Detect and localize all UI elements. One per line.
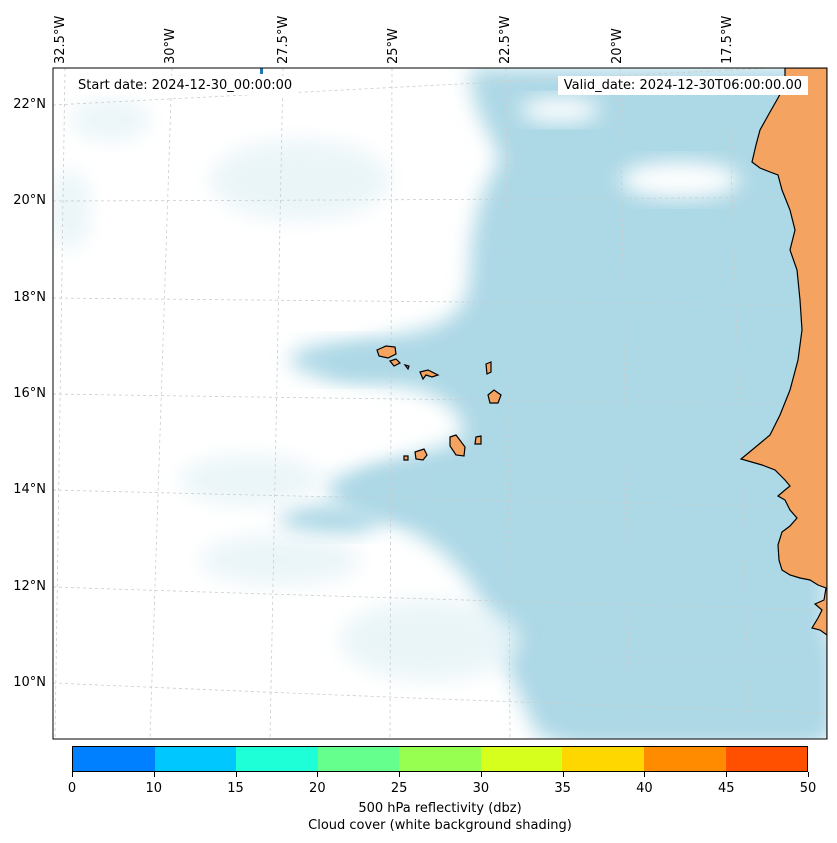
cloud-cover-shading — [280, 68, 827, 739]
colorbar-tick — [480, 772, 482, 777]
colorbar-tick — [317, 772, 319, 777]
colorbar-tick — [72, 772, 73, 777]
lat-label-18n: 18°N — [13, 290, 46, 305]
colorbar-label: 500 hPa reflectivity (dbz) — [358, 801, 522, 816]
colorbar-tick-label: 35 — [554, 781, 571, 796]
lon-label-30w: 30°W — [163, 28, 178, 64]
colorbar-tick — [399, 772, 401, 777]
colorbar-tick-label: 20 — [309, 781, 326, 796]
colorbar-segment-1 — [154, 747, 237, 771]
colorbar-segment-3 — [317, 747, 400, 771]
colorbar-segment-7 — [643, 747, 726, 771]
map-frame — [52, 67, 828, 740]
lat-label-12n: 12°N — [13, 579, 46, 594]
colorbar-tick — [562, 772, 564, 777]
island-maio — [474, 435, 482, 445]
island-boa-vista — [487, 389, 502, 404]
island-santiago — [449, 434, 466, 457]
colorbar-tick — [153, 772, 155, 777]
cape-verde-islands — [376, 345, 502, 461]
valid-date-label: Valid_date: 2024-12-30T06:00:00.00 — [557, 76, 808, 95]
colorbar-tick — [808, 772, 809, 777]
colorbar-tick-label: 30 — [472, 781, 490, 796]
colorbar-tick-label: 15 — [227, 781, 244, 796]
island-sao-vicente — [388, 358, 402, 367]
colorbar-segment-5 — [480, 747, 563, 771]
start-date-label: Start date: 2024-12-30_00:00:00 — [72, 76, 299, 95]
colorbar-tick-label: 25 — [390, 781, 408, 796]
africa-mainland — [739, 68, 827, 739]
lat-label-10n: 10°N — [13, 675, 46, 690]
lat-label-16n: 16°N — [13, 386, 46, 401]
colorbar-segment-0 — [73, 747, 155, 771]
island-brava — [403, 455, 409, 461]
colorbar-segment-8 — [725, 747, 808, 771]
light-cloud-shading — [53, 100, 520, 680]
colorbar-segment-2 — [236, 747, 318, 771]
island-sal — [485, 361, 492, 375]
lon-label-27-5w: 27.5°W — [276, 15, 291, 64]
colorbar-tick-label: 0 — [67, 781, 77, 796]
island-fogo — [414, 448, 428, 461]
colorbar-tick-label: 40 — [636, 781, 653, 796]
gridlines — [53, 68, 827, 739]
reflectivity-colorbar — [72, 746, 808, 772]
colorbar-tick-label: 50 — [799, 781, 817, 796]
lon-label-32-5w: 32.5°W — [53, 15, 68, 64]
island-santa-luzia — [403, 364, 410, 371]
colorbar-tick — [235, 772, 237, 777]
colorbar-tick — [726, 772, 728, 777]
lat-label-22n: 22°N — [13, 97, 46, 112]
colorbar-sublabel: Cloud cover (white background shading) — [308, 818, 572, 833]
colorbar-tick-label: 10 — [145, 781, 163, 796]
island-sao-nicolau — [419, 369, 440, 381]
colorbar-tick-label: 45 — [717, 781, 735, 796]
lat-label-14n: 14°N — [13, 482, 46, 497]
lon-label-22-5w: 22.5°W — [498, 15, 513, 64]
island-santo-antao — [376, 345, 397, 359]
lon-label-17-5w: 17.5°W — [720, 15, 735, 64]
lat-label-20n: 20°N — [13, 193, 46, 208]
colorbar-segment-4 — [399, 747, 481, 771]
top-marker — [260, 68, 263, 74]
clear-sky-patches — [520, 98, 740, 198]
lon-label-20w: 20°W — [610, 28, 625, 64]
colorbar-tick — [644, 772, 646, 777]
lon-label-25w: 25°W — [386, 28, 401, 64]
colorbar-segment-6 — [562, 747, 644, 771]
